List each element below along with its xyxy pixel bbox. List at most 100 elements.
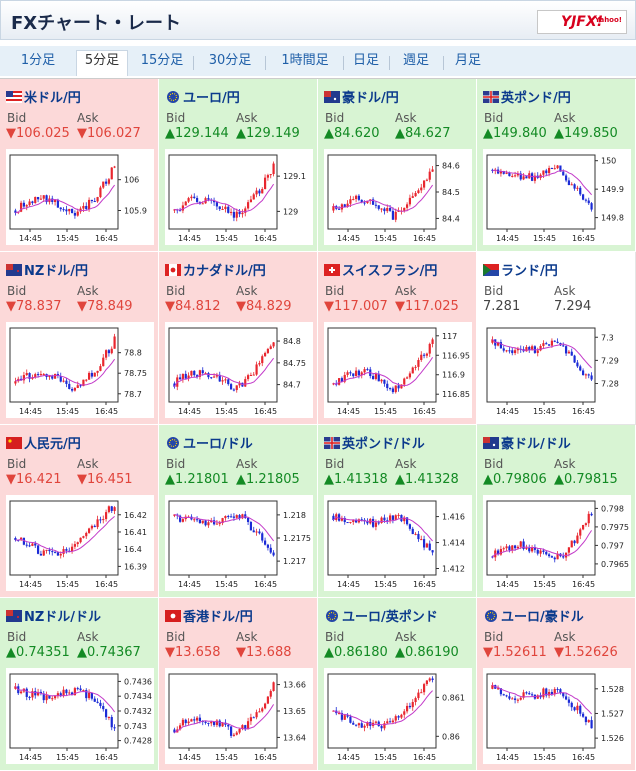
candlestick-chart[interactable]: 0.7436 0.7434 0.7432 0.743 0.7428 14:45 15:45 1… xyxy=(6,668,154,764)
candlestick-chart[interactable]: 78.8 78.75 78.7 14:45 15:45 16:45 xyxy=(6,322,154,418)
rate-card[interactable]: 人民元/円 Bid Ask ▼16.421 ▼16.451 16.42 16.41 16.4 1… xyxy=(0,425,159,598)
pair-name-link[interactable]: スイスフラン/円 xyxy=(342,264,438,279)
candlestick-chart[interactable]: 0.861 0.86 14:45 15:45 16:45 xyxy=(324,668,472,764)
candle-body xyxy=(244,514,247,518)
y-tick-label: 16.4 xyxy=(124,545,142,554)
candlestick-chart[interactable]: 1.218 1.2175 1.217 14:45 15:45 16:45 xyxy=(165,495,313,591)
candlestick-chart[interactable]: 129.1 129 14:45 15:45 16:45 xyxy=(165,149,313,245)
candlestick-chart[interactable]: 84.6 84.5 84.4 14:45 15:45 16:45 xyxy=(324,149,472,245)
rate-card[interactable]: 豪ドル/円 Bid Ask ▲84.620 ▲84.627 84.6 84.5 84.4 14:… xyxy=(318,79,477,252)
rate-card[interactable]: ユーロ/豪ドル Bid Ask ▼1.52611 ▼1.52626 1.528 1.527 1… xyxy=(477,598,636,771)
rate-card[interactable]: ランド/円 Bid Ask 7.281 7.294 7.3 7.29 7.28 14:45 15:… xyxy=(477,252,636,425)
pair-name-link[interactable]: ユーロ/英ポンド xyxy=(342,610,438,625)
x-tick-label: 16:45 xyxy=(572,234,595,243)
candle-body xyxy=(193,196,196,199)
candlestick-chart[interactable]: 0.798 0.7975 0.797 0.7965 14:45 15:45 16:45 xyxy=(483,495,631,591)
ask-price: ▼106.027 xyxy=(77,126,141,141)
candle-body xyxy=(59,693,62,696)
tab-5[interactable]: 日足 xyxy=(352,53,379,68)
candlestick-chart[interactable]: 16.42 16.41 16.4 16.39 14:45 15:45 16:45 xyxy=(6,495,154,591)
pair-name-link[interactable]: 香港ドル/円 xyxy=(183,610,253,625)
pair-name-link[interactable]: 豪ドル/円 xyxy=(342,91,399,106)
candle-body xyxy=(573,355,576,363)
rate-card[interactable]: NZドル/ドル Bid Ask ▲0.74351 ▲0.74367 0.7436 0.743… xyxy=(0,598,159,771)
rate-card[interactable]: 英ポンド/ドル Bid Ask ▲1.41318 ▲1.41328 1.416 1.414 1… xyxy=(318,425,477,598)
candlestick-chart[interactable]: 1.416 1.414 1.412 14:45 15:45 16:45 xyxy=(324,495,472,591)
bid-value: 117.007 xyxy=(334,299,388,314)
rate-card[interactable]: 英ポンド/円 Bid Ask ▲149.840 ▲149.850 150 149.9 149.… xyxy=(477,79,636,252)
pair-name-link[interactable]: 英ポンド/円 xyxy=(501,91,571,106)
tab-2[interactable]: 15分足 xyxy=(140,53,184,68)
up-arrow-icon: ▲ xyxy=(165,126,175,141)
pair-name-link[interactable]: 人民元/円 xyxy=(24,437,81,452)
logo-sub: Yahoo! xyxy=(595,16,622,24)
candle-body xyxy=(28,545,31,547)
pair-name-link[interactable]: ユーロ/円 xyxy=(183,91,240,106)
rate-card[interactable]: 米ドル/円 Bid Ask ▼106.025 ▼106.027 106 105.9 14:45… xyxy=(0,79,159,252)
pair-name-link[interactable]: 豪ドル/ドル xyxy=(501,437,571,452)
tab-0[interactable]: 1分足 xyxy=(20,53,56,68)
candlestick-chart[interactable]: 106 105.9 14:45 15:45 16:45 xyxy=(6,149,154,245)
candle-body xyxy=(42,195,45,199)
y-tick-label: 1.2175 xyxy=(283,534,311,543)
pair-name-link[interactable]: カナダドル/円 xyxy=(183,264,266,279)
y-tick-label: 0.7975 xyxy=(601,523,629,532)
candle-body xyxy=(76,211,79,216)
candle-body xyxy=(82,536,85,538)
rate-card[interactable]: 豪ドル/ドル Bid Ask ▲0.79806 ▲0.79815 0.798 0.7975 0… xyxy=(477,425,636,598)
pair-name-link[interactable]: ランド/円 xyxy=(501,264,558,279)
tab-4[interactable]: 1時間足 xyxy=(281,53,329,68)
tab-separator xyxy=(193,56,194,70)
tab-3[interactable]: 30分足 xyxy=(208,53,252,68)
candle-body xyxy=(354,520,358,523)
rate-card[interactable]: ユーロ/円 Bid Ask ▲129.144 ▲129.149 129.1 129 14:45… xyxy=(159,79,318,252)
candle-body xyxy=(539,550,542,554)
candlestick-chart[interactable]: 7.3 7.29 7.28 14:45 15:45 16:45 xyxy=(483,322,631,418)
up-arrow-icon: ▲ xyxy=(165,472,175,487)
tab-6[interactable]: 週足 xyxy=(402,53,429,68)
pair-name-link[interactable]: ユーロ/豪ドル xyxy=(501,610,584,625)
pair-name-link[interactable]: NZドル/ドル xyxy=(24,610,102,625)
down-arrow-icon: ▼ xyxy=(6,299,16,314)
candle-body xyxy=(337,713,341,715)
candlestick-chart[interactable]: 13.66 13.65 13.64 14:45 15:45 16:45 xyxy=(165,668,313,764)
pair-name-link[interactable]: 米ドル/円 xyxy=(24,91,81,106)
y-tick-label: 7.28 xyxy=(601,380,619,389)
candle-body xyxy=(567,180,571,186)
candle-body xyxy=(570,184,573,186)
moving-average-line xyxy=(333,184,434,212)
candle-body xyxy=(96,519,99,528)
bid-value: 84.812 xyxy=(175,299,221,314)
candle-body xyxy=(65,689,68,694)
candle-body xyxy=(579,187,582,195)
plot-frame xyxy=(327,154,437,230)
pair-name-link[interactable]: NZドル/円 xyxy=(24,264,89,279)
candle-body xyxy=(422,180,426,188)
yjfx-logo[interactable]: YJFX! Yahoo! xyxy=(537,10,627,34)
candle-body xyxy=(266,175,270,178)
rate-card[interactable]: ユーロ/英ポンド Bid Ask ▲0.86180 ▲0.86190 0.861 0.86 1… xyxy=(318,598,477,771)
candle-body xyxy=(505,546,508,549)
candlestick-chart[interactable]: 150 149.9 149.8 14:45 15:45 16:45 xyxy=(483,149,631,245)
candle-body xyxy=(386,520,389,522)
rate-card[interactable]: カナダドル/円 Bid Ask ▼84.812 ▼84.829 84.8 84.75 84.7… xyxy=(159,252,318,425)
pair-name-link[interactable]: ユーロ/ドル xyxy=(183,437,253,452)
tab-7[interactable]: 月足 xyxy=(454,53,481,68)
candle-body xyxy=(19,202,23,212)
rate-card[interactable]: ユーロ/ドル Bid Ask ▲1.21801 ▲1.21805 1.218 1.2175 1… xyxy=(159,425,318,598)
candlestick-chart[interactable]: 117 116.95 116.9 116.85 14:45 15:45 16:45 xyxy=(324,322,472,418)
candle-body xyxy=(173,209,176,211)
x-tick-label: 16:45 xyxy=(572,407,595,416)
tab-1[interactable]: 5分足 xyxy=(76,50,128,76)
rate-card[interactable]: NZドル/円 Bid Ask ▼78.837 ▼78.849 78.8 78.75 78.7 1… xyxy=(0,252,159,425)
rate-card[interactable]: スイスフラン/円 Bid Ask ▼117.007 ▼117.025 117 116.95 1… xyxy=(318,252,477,425)
y-tick-label: 16.39 xyxy=(124,562,147,571)
ask-label: Ask xyxy=(236,457,258,471)
candlestick-chart[interactable]: 84.8 84.75 84.7 14:45 15:45 16:45 xyxy=(165,322,313,418)
tab-separator xyxy=(343,56,344,70)
pair-name-link[interactable]: 英ポンド/ドル xyxy=(342,437,425,452)
candlestick-chart[interactable]: 1.528 1.527 1.526 14:45 15:45 16:45 xyxy=(483,668,631,764)
rate-card[interactable]: 香港ドル/円 Bid Ask ▼13.658 ▼13.688 13.66 13.65 13.6… xyxy=(159,598,318,771)
plot-frame xyxy=(9,673,119,749)
candle-body xyxy=(102,706,105,710)
